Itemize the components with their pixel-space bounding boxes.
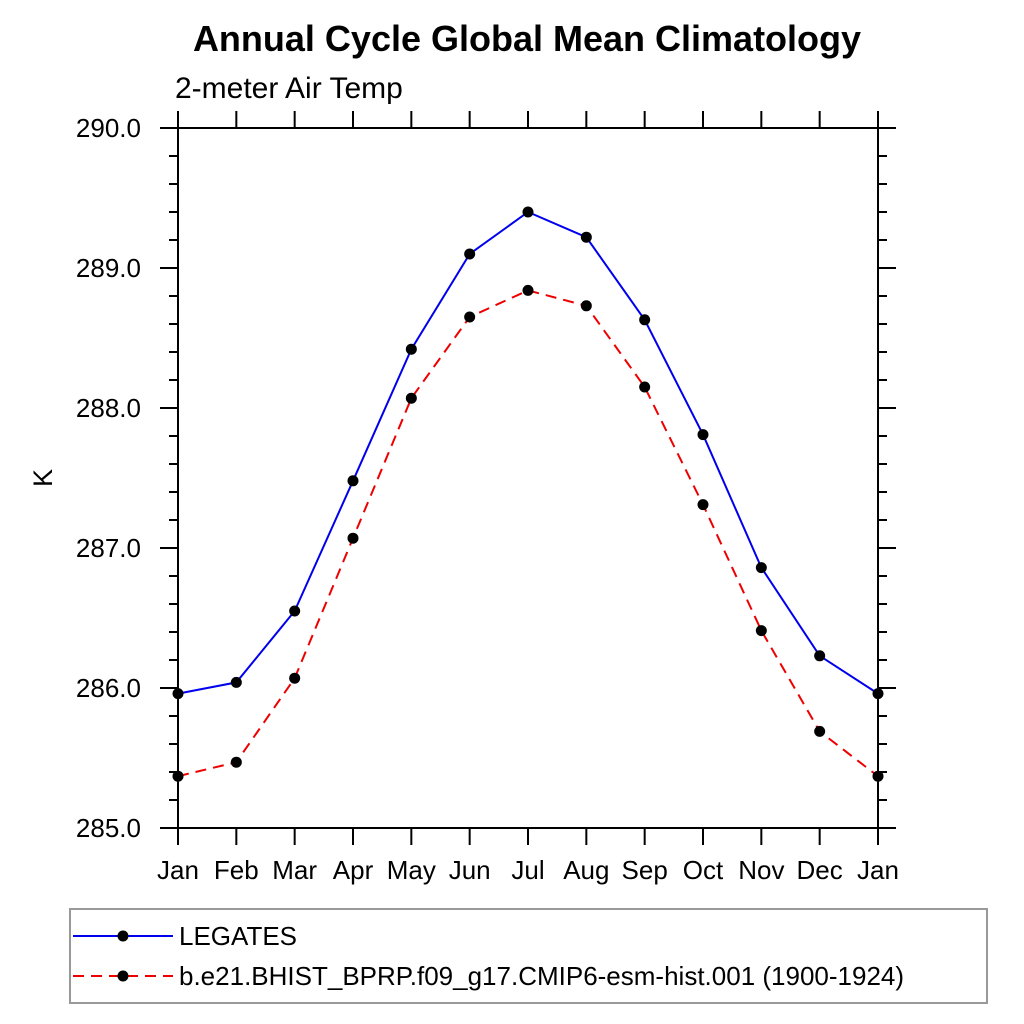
y-tick-label: 286.0 (76, 673, 141, 703)
data-point-marker (230, 756, 242, 768)
legend-label-model: b.e21.BHIST_BPRP.f09_g17.CMIP6-esm-hist.… (179, 961, 904, 991)
legend-box (69, 908, 988, 1004)
x-tick-label: Nov (738, 855, 784, 885)
legend-label-legates: LEGATES (179, 921, 297, 951)
series-line-1 (177, 289, 879, 778)
data-point-marker (405, 343, 417, 355)
data-point-marker (289, 605, 301, 617)
legend-marker-icon (117, 970, 129, 982)
data-point-marker (464, 248, 476, 260)
data-point-marker (230, 676, 242, 688)
x-tick-label: Jul (511, 855, 544, 885)
data-point-marker (814, 725, 826, 737)
x-tick-label: Jan (157, 855, 199, 885)
x-tick-label: Oct (683, 855, 724, 885)
y-axis-label: K (28, 469, 58, 487)
data-point-marker (814, 650, 826, 662)
data-point-marker (522, 284, 534, 296)
legend-entry-legates: LEGATES (73, 921, 297, 951)
data-point-marker (522, 206, 534, 218)
x-tick-label: Dec (797, 855, 843, 885)
x-tick-label: May (387, 855, 436, 885)
x-tick-label: Mar (272, 855, 317, 885)
y-tick-label: 289.0 (76, 253, 141, 283)
data-point-marker (872, 688, 884, 700)
series-line-0 (177, 210, 879, 695)
data-point-marker (289, 672, 301, 684)
chart-title: Annual Cycle Global Mean Climatology (193, 18, 861, 59)
data-point-marker (580, 231, 592, 243)
data-point-marker (172, 770, 184, 782)
plot-area: Jan Feb Mar Apr May Jun Jul Aug Sep Oct Nov Dec Jan 2… (76, 111, 899, 885)
data-point-marker (347, 532, 359, 544)
x-tick-label: Jan (857, 855, 899, 885)
y-tick-label: 290.0 (76, 113, 141, 143)
data-point-marker (405, 392, 417, 404)
data-point-marker (755, 562, 767, 574)
y-tick-label: 288.0 (76, 393, 141, 423)
x-tick-label: Sep (622, 855, 668, 885)
data-point-marker (872, 770, 884, 782)
y-tick-label: 285.0 (76, 813, 141, 843)
data-point-marker (464, 311, 476, 323)
chart-subtitle: 2-meter Air Temp (175, 72, 403, 105)
data-point-marker (172, 688, 184, 700)
x-tick-label: Aug (563, 855, 609, 885)
x-tick-label: Feb (214, 855, 259, 885)
data-point-marker (639, 314, 651, 326)
legend-entry-model: b.e21.BHIST_BPRP.f09_g17.CMIP6-esm-hist.… (73, 961, 904, 991)
data-point-marker (697, 429, 709, 441)
x-tick-label: Apr (333, 855, 374, 885)
plot-frame (177, 127, 879, 829)
data-point-marker (580, 300, 592, 312)
data-point-marker (347, 475, 359, 487)
data-point-marker (755, 625, 767, 637)
y-tick-label: 287.0 (76, 533, 141, 563)
x-tick-label: Jun (449, 855, 491, 885)
legend-marker-icon (117, 930, 129, 942)
data-point-marker (639, 381, 651, 393)
legend: LEGATES b.e21.BHIST_BPRP.f09_g17.CMIP6-e… (69, 908, 988, 1004)
data-point-marker (697, 499, 709, 511)
